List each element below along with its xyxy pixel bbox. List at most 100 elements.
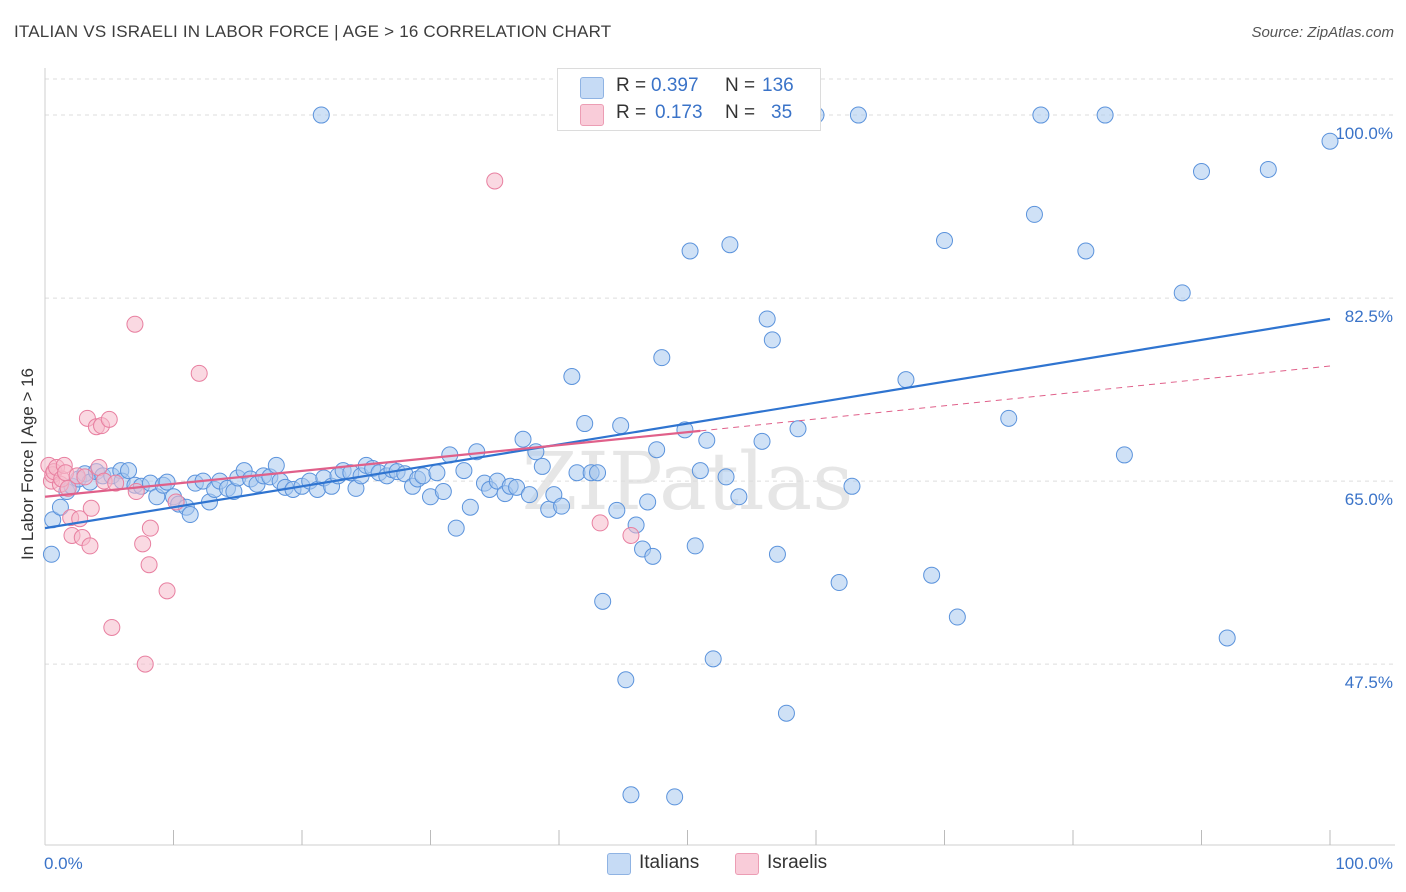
italian-point xyxy=(181,506,199,524)
israeli-point xyxy=(81,537,99,555)
italian-point xyxy=(617,671,635,689)
italian-point xyxy=(1321,132,1339,150)
italian-point xyxy=(648,441,666,459)
italian-point xyxy=(639,493,657,511)
italian-point xyxy=(1077,242,1095,260)
italian-point xyxy=(948,608,966,626)
legend-r-value: 0.173 xyxy=(655,102,703,123)
italian-point xyxy=(691,462,709,480)
italian-point xyxy=(768,545,786,563)
italian-point xyxy=(923,566,941,584)
italian-point xyxy=(553,497,571,515)
legend-n-label: N = xyxy=(725,75,756,96)
israeli-point xyxy=(103,618,121,636)
italian-point xyxy=(1025,205,1043,223)
israeli-point xyxy=(82,499,100,517)
israeli-point xyxy=(59,479,77,497)
italian-point xyxy=(414,467,432,485)
italian-point xyxy=(897,371,915,389)
italian-point xyxy=(533,457,551,475)
legend-r-value: 0.397 xyxy=(651,75,699,96)
italian-point xyxy=(1193,163,1210,181)
italian-point xyxy=(520,486,538,504)
italian-point xyxy=(612,417,630,435)
italian-point xyxy=(721,236,739,254)
italian-point xyxy=(42,545,60,563)
legend-swatch-pink xyxy=(580,104,604,126)
israeli-point xyxy=(141,519,159,537)
italian-point xyxy=(563,367,581,385)
israeli-point xyxy=(591,514,609,532)
legend-n-value: 35 xyxy=(771,102,793,123)
italian-point xyxy=(594,592,612,610)
legend-swatch-blue xyxy=(580,77,604,99)
israeli-point xyxy=(190,364,208,382)
italian-point xyxy=(1000,409,1018,427)
bottom-legend-label: Israelis xyxy=(767,852,828,873)
italian-point xyxy=(514,430,532,448)
source-label: Source: ZipAtlas.com xyxy=(1251,24,1394,41)
italian-point xyxy=(849,106,867,124)
italian-point xyxy=(608,501,626,519)
italian-point xyxy=(686,537,704,555)
italian-point xyxy=(461,498,479,516)
legend: R = 0.397 N = 136 R = 0.173 N = 35 xyxy=(557,68,821,131)
italian-point xyxy=(789,420,807,438)
israeli-point xyxy=(140,556,158,574)
bottom-legend-swatch-blue xyxy=(607,853,631,875)
y-tick-label: 82.5% xyxy=(1345,307,1393,326)
italian-point xyxy=(455,462,473,480)
y-tick-label: 47.5% xyxy=(1345,673,1393,692)
italian-point xyxy=(589,464,607,482)
italian-point xyxy=(508,478,526,496)
legend-row-israelis: R = 0.173 N = 35 xyxy=(558,102,820,128)
italian-point xyxy=(936,232,953,250)
italian-point xyxy=(51,498,69,516)
israeli-point xyxy=(622,526,640,544)
chart-title: ITALIAN VS ISRAELI IN LABOR FORCE | AGE … xyxy=(14,22,612,41)
israeli-point xyxy=(134,535,152,553)
italian-point xyxy=(698,431,716,449)
italian-point xyxy=(777,704,795,722)
italian-point xyxy=(158,473,176,491)
italian-point xyxy=(1096,106,1114,124)
legend-r-label: R = xyxy=(616,75,647,96)
y-tick-label: 65.0% xyxy=(1345,490,1393,509)
legend-row-italians: R = 0.397 N = 136 xyxy=(558,75,820,101)
italian-point xyxy=(830,574,848,592)
israeli-point xyxy=(158,582,176,600)
italian-point xyxy=(644,547,662,565)
bottom-legend-swatch-pink xyxy=(735,853,759,875)
italian-point xyxy=(730,488,748,506)
x-tick-label: 0.0% xyxy=(44,854,83,873)
israeli-point xyxy=(486,172,504,190)
bottom-legend-label: Italians xyxy=(639,852,700,873)
italian-point xyxy=(653,349,671,367)
italian-point xyxy=(753,432,771,450)
italian-point xyxy=(576,415,594,433)
italian-point xyxy=(681,242,699,260)
israeli-point xyxy=(126,315,144,333)
italian-point xyxy=(758,310,776,328)
italian-point xyxy=(428,464,446,482)
italian-point xyxy=(666,788,684,806)
italian-point xyxy=(1115,446,1133,464)
legend-n-value: 136 xyxy=(762,75,794,96)
israeli-point xyxy=(107,474,125,492)
italian-point xyxy=(1173,284,1191,302)
italian-point xyxy=(120,462,138,480)
italian-point xyxy=(763,331,781,349)
italian-point xyxy=(447,519,465,537)
italian-point xyxy=(717,468,735,486)
israeli-point xyxy=(100,410,118,428)
italian-point xyxy=(434,483,452,501)
italian-point xyxy=(1218,629,1236,647)
italian-point xyxy=(1259,160,1277,178)
legend-r-label: R = xyxy=(616,102,647,123)
italian-point xyxy=(622,786,640,804)
italian-point xyxy=(568,464,586,482)
israeli-point xyxy=(136,655,154,673)
italian-point xyxy=(312,106,330,124)
italian-point xyxy=(1032,106,1050,124)
